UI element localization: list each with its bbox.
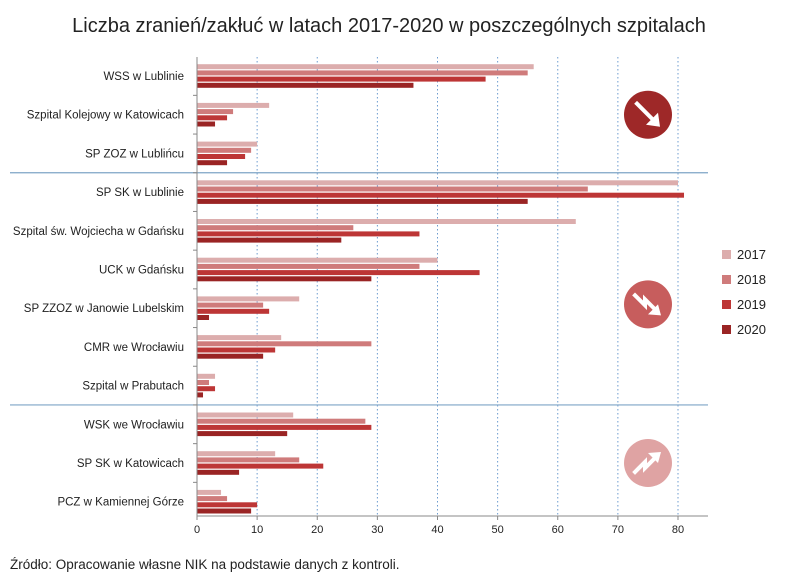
arrow-down-right-icon: [624, 90, 672, 139]
x-tick-label-60: 60: [552, 524, 564, 536]
bar-2019: [197, 386, 216, 392]
bars: [197, 64, 685, 514]
bar-2020: [197, 392, 204, 398]
bar-2020: [197, 431, 288, 437]
bar-2020: [197, 276, 372, 282]
bar-2019: [197, 154, 246, 159]
legend-swatch-2017: [722, 250, 731, 259]
zigzag-down-arrow-icon: [624, 280, 672, 329]
category-label: UCK w Gdańsku: [99, 265, 184, 277]
bar-2019: [197, 231, 420, 237]
bar-2019: [197, 502, 258, 508]
bar-2020: [197, 237, 342, 243]
bar-2018: [197, 186, 588, 192]
legend-swatch-2020: [722, 325, 731, 334]
category-label: SP SK w Katowicach: [77, 458, 184, 470]
category-labels: WSS w Lublinie Szpital Kolejowy w Katowic…: [13, 71, 184, 509]
bar-2017: [197, 412, 294, 418]
gridlines: [256, 57, 679, 516]
group-separators: [10, 172, 708, 406]
category-label: SP ZZOZ w Janowie Lubelskim: [24, 303, 184, 315]
bar-2018: [197, 109, 234, 115]
x-tick-label-50: 50: [492, 524, 504, 536]
x-tick-label-30: 30: [371, 524, 383, 536]
x-tick-label-80: 80: [672, 524, 684, 536]
bar-2017: [197, 219, 576, 224]
bar-2018: [197, 457, 300, 463]
bar-2019: [197, 424, 372, 430]
bar-2019: [197, 463, 324, 469]
bar-2017: [197, 141, 258, 147]
bar-2020: [197, 121, 216, 127]
category-label: SP ZOZ w Lublińcu: [85, 148, 184, 160]
legend-swatch-2019: [722, 300, 731, 309]
legend-label-2019: 2019: [737, 297, 766, 312]
bar-2019: [197, 192, 685, 198]
bar-2020: [197, 508, 252, 514]
bar-2017: [197, 451, 276, 457]
bar-2018: [197, 418, 366, 424]
category-label: CMR we Wrocławiu: [84, 342, 184, 354]
x-tick-label-40: 40: [431, 524, 443, 536]
category-label: PCZ w Kamiennej Górze: [57, 497, 184, 509]
category-label: Szpital Kolejowy w Katowicach: [27, 110, 184, 122]
bar-2017: [197, 257, 438, 263]
chart-title: Liczba zranień/zakłuć w latach 2017-2020…: [72, 15, 706, 37]
source-note: Źródło: Opracowanie własne NIK na podsta…: [10, 557, 399, 572]
bar-2018: [197, 225, 354, 231]
legend: 2017 2018 2019 2020: [722, 247, 766, 337]
bar-2017: [197, 335, 282, 341]
bar-2017: [197, 373, 216, 379]
category-label: WSK we Wrocławiu: [84, 419, 184, 431]
bar-2017: [197, 102, 270, 108]
bar-2020: [197, 469, 240, 475]
bar-2018: [197, 70, 528, 76]
bar-2018: [197, 147, 252, 153]
bar-2020: [197, 353, 264, 359]
bar-2020: [197, 198, 528, 204]
category-label: WSS w Lublinie: [103, 71, 184, 83]
x-tick-label-70: 70: [612, 524, 624, 536]
trend-badges: [624, 90, 672, 487]
legend-label-2018: 2018: [737, 272, 766, 287]
x-tick-label-20: 20: [311, 524, 323, 536]
bar-2017: [197, 489, 222, 495]
bar-2017: [197, 64, 534, 70]
legend-swatch-2018: [722, 275, 731, 284]
bar-2017: [197, 180, 678, 186]
bar-2017: [197, 296, 300, 302]
bar-2019: [197, 270, 480, 276]
bar-2018: [197, 302, 264, 308]
bar-2018: [197, 496, 228, 502]
legend-label-2020: 2020: [737, 322, 766, 337]
bar-2018: [197, 380, 210, 385]
bar-2020: [197, 160, 228, 166]
zigzag-up-arrow-icon: [624, 439, 672, 487]
bar-2019: [197, 76, 486, 82]
bar-2020: [197, 82, 414, 88]
x-axis: 0 10 20 30 40 50 60 70 80: [193, 57, 708, 536]
bar-2020: [197, 315, 210, 320]
bar-2018: [197, 341, 372, 347]
x-tick-label-10: 10: [251, 524, 263, 536]
x-tick-label-0: 0: [194, 524, 200, 536]
category-label: SP SK w Lublinie: [96, 187, 184, 199]
bar-2018: [197, 263, 420, 269]
bar-2019: [197, 347, 276, 353]
category-label: Szpital św. Wojciecha w Gdańsku: [13, 226, 184, 238]
bar-2019: [197, 115, 228, 121]
legend-label-2017: 2017: [737, 247, 766, 262]
bar-2019: [197, 308, 270, 314]
category-label: Szpital w Prabutach: [82, 381, 184, 393]
